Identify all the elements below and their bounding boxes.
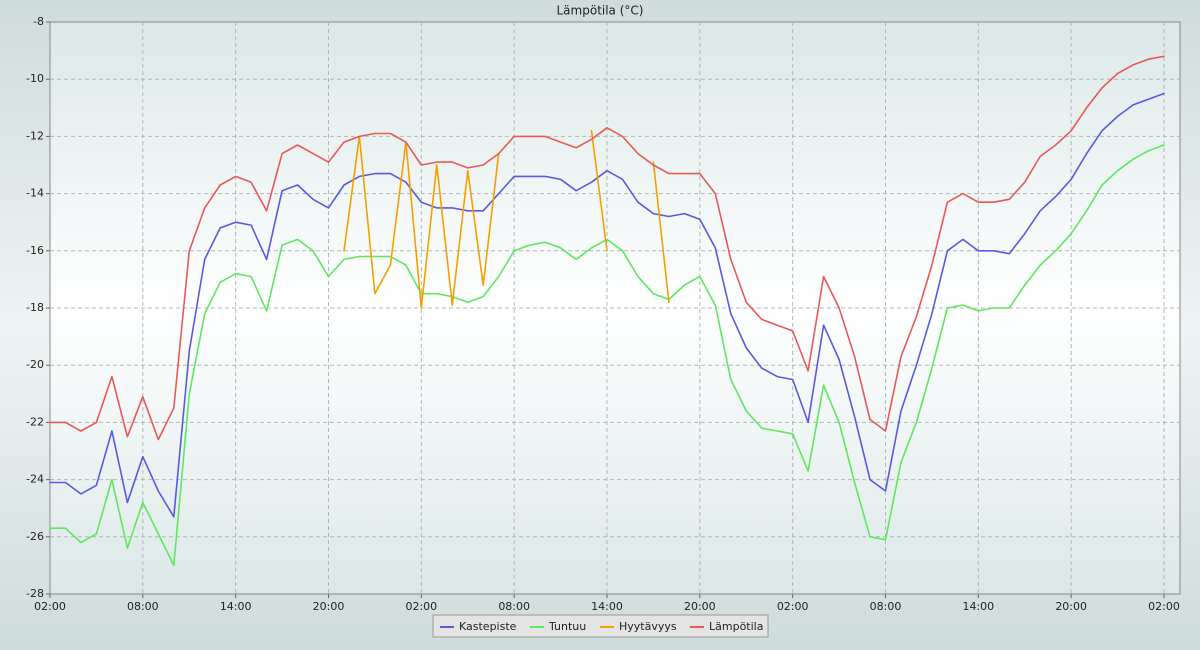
- legend-label: Hyytävyys: [619, 620, 677, 633]
- series-line: [49, 144, 1165, 567]
- y-tick-label: -16: [26, 244, 44, 257]
- x-tick-label: 02:00: [34, 600, 66, 613]
- x-tick-label: 02:00: [777, 600, 809, 613]
- x-tick-label: 14:00: [591, 600, 623, 613]
- y-tick-label: -22: [26, 415, 44, 428]
- chart-title: Lämpötila (°C): [557, 4, 644, 18]
- x-tick-label: 02:00: [405, 600, 437, 613]
- y-tick-label: -18: [26, 301, 44, 314]
- x-tick-label: 02:00: [1148, 600, 1180, 613]
- x-tick-label: 08:00: [870, 600, 902, 613]
- y-tick-label: -20: [26, 358, 44, 371]
- x-tick-label: 14:00: [220, 600, 252, 613]
- y-tick-label: -8: [33, 15, 44, 28]
- y-tick-label: -26: [26, 530, 44, 543]
- x-tick-label: 20:00: [1055, 600, 1087, 613]
- y-tick-label: -14: [26, 187, 44, 200]
- y-tick-label: -28: [26, 587, 44, 600]
- x-tick-label: 14:00: [962, 600, 994, 613]
- y-tick-label: -24: [26, 473, 44, 486]
- y-tick-label: -12: [26, 129, 44, 142]
- series-line: [343, 129, 670, 309]
- x-tick-label: 08:00: [498, 600, 530, 613]
- series-line: [49, 55, 1165, 441]
- legend-label: Tuntuu: [548, 620, 586, 633]
- series-line: [49, 92, 1165, 518]
- legend-label: Lämpötila: [709, 620, 763, 633]
- y-tick-label: -10: [26, 72, 44, 85]
- x-tick-label: 20:00: [684, 600, 716, 613]
- x-tick-label: 20:00: [313, 600, 345, 613]
- legend-label: Kastepiste: [459, 620, 517, 633]
- x-tick-label: 08:00: [127, 600, 159, 613]
